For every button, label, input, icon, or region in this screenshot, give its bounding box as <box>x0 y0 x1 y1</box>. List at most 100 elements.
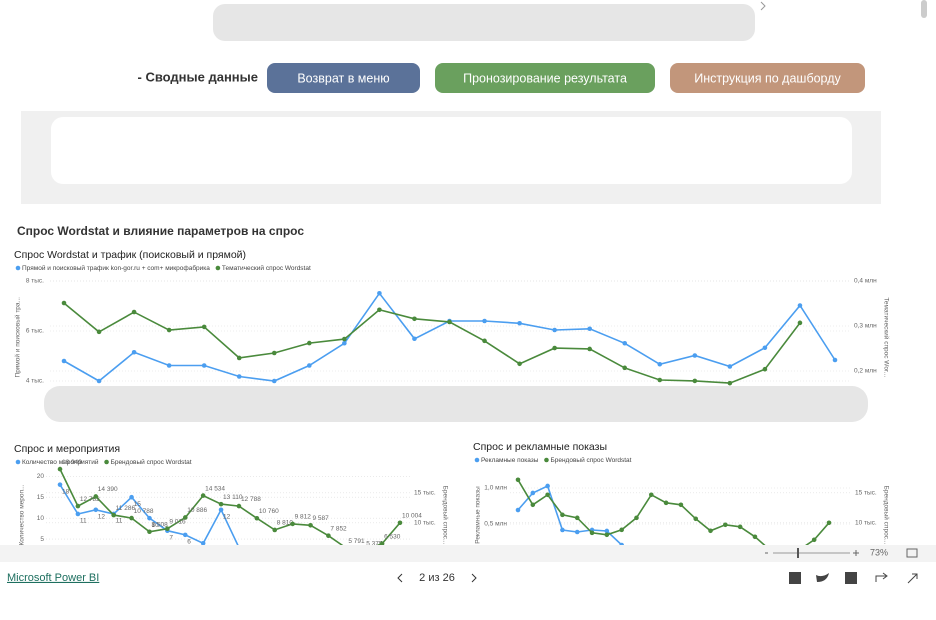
page-title: Спрос Wordstat и влияние параметров на с… <box>17 224 304 238</box>
data-point <box>379 541 385 545</box>
data-point <box>587 326 592 332</box>
data-point <box>96 329 102 335</box>
data-point <box>552 345 557 351</box>
data-point <box>182 532 188 538</box>
scrollbar[interactable] <box>921 0 927 18</box>
tick-label: 4 тыс. <box>26 378 44 385</box>
prev-page[interactable] <box>397 573 403 583</box>
data-point <box>57 482 63 487</box>
legend-marker <box>215 265 221 271</box>
data-point <box>619 542 624 545</box>
data-point <box>560 527 565 533</box>
data-point <box>723 522 728 528</box>
data-label: 6 530 <box>384 533 401 540</box>
tick-label: 15 тыс. <box>414 490 436 497</box>
legend-marker <box>474 457 480 463</box>
data-point <box>552 327 557 333</box>
data-point <box>129 515 134 521</box>
data-point <box>75 503 81 509</box>
button-label[interactable]: Пронозирование результата <box>463 71 627 85</box>
next-page[interactable] <box>471 573 477 583</box>
button[interactable] <box>670 63 865 93</box>
legend-marker <box>104 459 109 465</box>
data-point <box>290 521 295 527</box>
share-icon[interactable] <box>875 572 888 582</box>
data-point <box>200 540 206 545</box>
data-point <box>111 512 116 518</box>
data-point <box>648 492 654 498</box>
zoom-thumb[interactable] <box>797 548 799 558</box>
data-point <box>727 364 733 369</box>
legend-marker <box>15 265 21 271</box>
facebook-icon[interactable] <box>789 572 801 584</box>
y-axis-title: Количество мероп... <box>19 484 26 545</box>
tick-label: 8 тыс. <box>26 278 44 285</box>
data-point <box>272 527 278 533</box>
expand-icon[interactable] <box>907 573 918 584</box>
data-label: 18 <box>62 488 70 495</box>
chart-title: Спрос и мероприятия <box>14 443 120 455</box>
data-label: 9 587 <box>313 515 330 522</box>
data-point <box>377 290 382 296</box>
data-point <box>530 490 536 496</box>
section-label: - Сводные данные <box>138 69 259 84</box>
twitter-icon[interactable] <box>816 573 829 582</box>
data-point <box>752 534 758 540</box>
data-point <box>604 528 610 534</box>
series-line <box>59 468 401 545</box>
data-point <box>832 357 838 363</box>
tick-label: 5 <box>40 536 44 543</box>
top-scroll-panel <box>213 4 755 41</box>
legend-label: Тематический спрос Wordstat <box>222 264 311 272</box>
slicer-overlay[interactable] <box>44 386 868 422</box>
data-point <box>96 378 102 384</box>
series-line <box>63 302 801 384</box>
filter-box[interactable] <box>51 117 852 184</box>
data-point <box>545 492 550 498</box>
y2-axis-title: Брендовый спрос... <box>441 486 449 545</box>
data-point <box>93 507 99 513</box>
data-label: 13 110 <box>223 494 243 501</box>
data-point <box>131 309 137 315</box>
data-label: 8 508 <box>151 521 168 528</box>
data-point <box>589 530 595 536</box>
data-point <box>307 340 312 346</box>
data-point <box>271 350 277 356</box>
data-point <box>587 346 592 352</box>
scroll-arrow[interactable] <box>760 1 766 11</box>
legend-label: Брендовый спрос Wordstat <box>550 456 631 464</box>
brand-link[interactable]: Microsoft Power BI <box>7 572 99 584</box>
button-label[interactable]: Инструкция по дашборду <box>694 71 841 85</box>
data-point <box>447 319 452 325</box>
linkedin-icon[interactable] <box>845 572 857 584</box>
data-point <box>622 365 628 371</box>
data-point <box>663 500 669 506</box>
data-point <box>57 466 63 472</box>
data-point <box>326 533 331 538</box>
fit-icon[interactable] <box>906 548 918 558</box>
data-point <box>61 358 67 364</box>
tick-label: 15 <box>37 494 45 501</box>
data-point <box>692 378 698 384</box>
button-label[interactable]: Возврат в меню <box>297 71 389 85</box>
data-label: 7 852 <box>330 525 347 532</box>
legend-label: Брендовый спрос Wordstat <box>111 458 192 466</box>
data-point <box>131 349 137 355</box>
zoom-in[interactable] <box>853 550 859 556</box>
data-label: 7 <box>169 534 173 541</box>
data-point <box>634 515 639 521</box>
series-line <box>517 479 830 545</box>
button[interactable] <box>435 63 655 93</box>
data-point <box>412 336 417 342</box>
data-point <box>236 503 242 509</box>
button[interactable] <box>267 63 420 93</box>
tick-label: 1,0 млн <box>484 485 507 492</box>
y-axis-title: Рекламные показы <box>475 486 482 544</box>
data-point <box>166 363 172 368</box>
zoom-bar <box>0 545 936 562</box>
data-point <box>147 515 152 521</box>
data-label: 18 949 <box>62 459 82 466</box>
data-point <box>342 336 347 342</box>
data-point <box>560 512 565 518</box>
data-point <box>201 324 207 330</box>
